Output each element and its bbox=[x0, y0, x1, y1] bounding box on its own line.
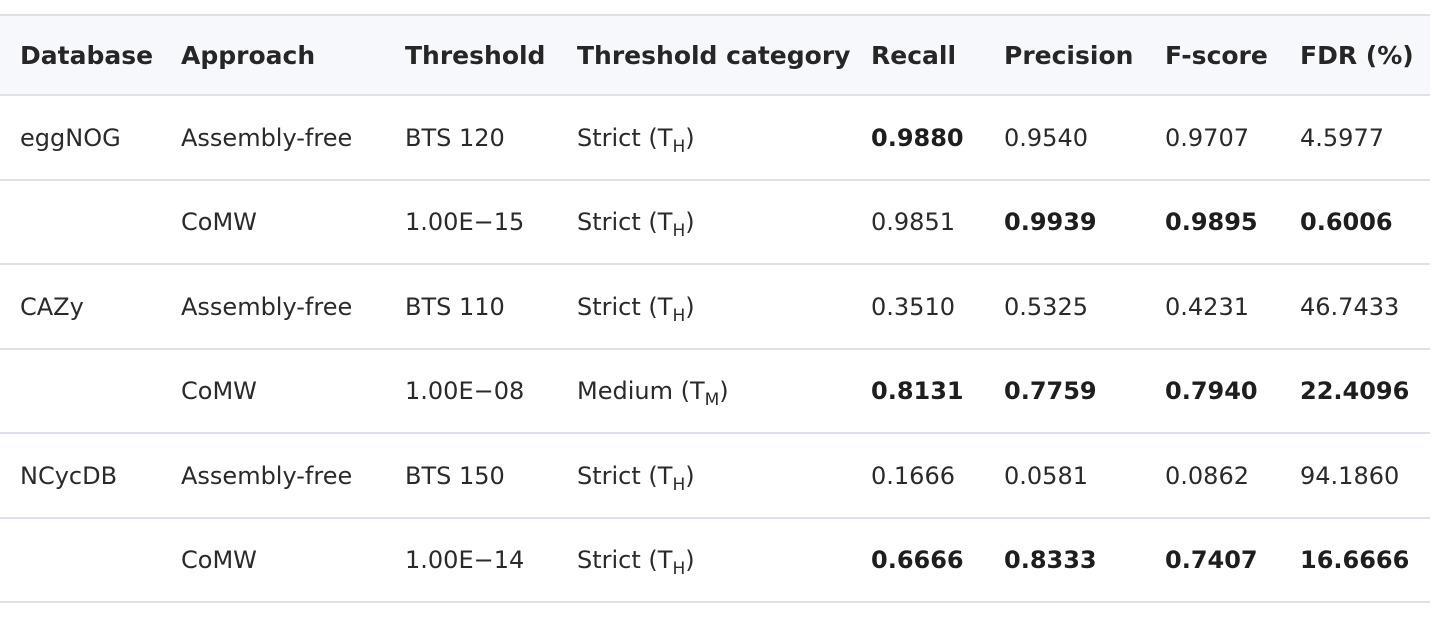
fscore-cell: 0.0862 bbox=[1165, 461, 1249, 490]
fscore-cell: 0.4231 bbox=[1165, 292, 1249, 321]
threshold-category-cell: Medium (TM) bbox=[557, 349, 851, 433]
approach-cell: CoMW bbox=[181, 546, 257, 574]
threshold-cell: 1.00E−08 bbox=[405, 377, 525, 405]
precision-cell: 0.9540 bbox=[1004, 123, 1088, 152]
threshold-category-text: Strict (T bbox=[577, 208, 673, 236]
results-table-container: Database Approach Threshold Threshold ca… bbox=[0, 14, 1430, 603]
threshold-cell: 1.00E−14 bbox=[405, 546, 525, 574]
recall-cell: 0.6666 bbox=[871, 546, 964, 574]
threshold-category-subscript: H bbox=[672, 136, 686, 157]
threshold-category-subscript: H bbox=[672, 221, 686, 241]
column-header-approach: Approach bbox=[181, 40, 316, 70]
precision-cell: 0.0581 bbox=[1004, 461, 1088, 490]
column-header-precision: Precision bbox=[1004, 40, 1134, 70]
threshold-category-text: Strict (T bbox=[577, 461, 673, 490]
threshold-category-close: ) bbox=[685, 461, 695, 490]
approach-cell: Assembly-free bbox=[181, 461, 353, 490]
threshold-category-close: ) bbox=[719, 377, 729, 405]
database-cell: NCycDB bbox=[20, 461, 118, 490]
threshold-category-subscript: H bbox=[672, 559, 686, 579]
precision-cell: 0.8333 bbox=[1004, 546, 1097, 574]
fdr-cell: 22.4096 bbox=[1300, 377, 1410, 405]
table-row: NCycDB Assembly-free BTS 150 Strict (TH) 0.1… bbox=[0, 433, 1430, 518]
threshold-category-text: Strict (T bbox=[577, 546, 673, 574]
threshold-category-cell: Strict (TH) bbox=[557, 518, 851, 602]
recall-cell: 0.9880 bbox=[871, 123, 964, 152]
fscore-cell: 0.9895 bbox=[1165, 208, 1258, 236]
fdr-cell: 94.1860 bbox=[1300, 461, 1400, 490]
column-header-fscore: F-score bbox=[1165, 40, 1268, 70]
column-header-threshold: Threshold bbox=[405, 40, 546, 70]
table-row: CoMW 1.00E−14 Strict (TH) 0.6666 0.8333 0.740… bbox=[0, 518, 1430, 602]
threshold-category-cell: Strict (TH) bbox=[557, 180, 851, 264]
database-cell bbox=[0, 518, 161, 602]
fdr-cell: 16.6666 bbox=[1300, 546, 1410, 574]
threshold-cell: BTS 110 bbox=[405, 292, 505, 321]
fdr-cell: 0.6006 bbox=[1300, 208, 1393, 236]
precision-cell: 0.7759 bbox=[1004, 377, 1097, 405]
fscore-cell: 0.9707 bbox=[1165, 123, 1249, 152]
recall-cell: 0.3510 bbox=[871, 292, 955, 321]
threshold-category-close: ) bbox=[685, 546, 695, 574]
table-row: CAZy Assembly-free BTS 110 Strict (TH) 0.351… bbox=[0, 264, 1430, 349]
table-header-row: Database Approach Threshold Threshold ca… bbox=[0, 15, 1430, 95]
precision-cell: 0.5325 bbox=[1004, 292, 1088, 321]
fscore-cell: 0.7407 bbox=[1165, 546, 1258, 574]
fscore-cell: 0.7940 bbox=[1165, 377, 1258, 405]
threshold-category-text: Strict (T bbox=[577, 123, 673, 152]
table-row: CoMW 1.00E−15 Strict (TH) 0.9851 0.9939 0.989… bbox=[0, 180, 1430, 264]
approach-cell: CoMW bbox=[181, 208, 257, 236]
threshold-category-text: Medium (T bbox=[577, 377, 705, 405]
column-header-database: Database bbox=[20, 40, 154, 70]
threshold-cell: BTS 120 bbox=[405, 123, 505, 152]
recall-cell: 0.9851 bbox=[871, 208, 955, 236]
threshold-category-close: ) bbox=[685, 208, 695, 236]
approach-cell: Assembly-free bbox=[181, 123, 353, 152]
threshold-category-subscript: H bbox=[672, 305, 686, 326]
table-row: eggNOG Assembly-free BTS 120 Strict (TH) 0.9… bbox=[0, 95, 1430, 180]
column-header-recall: Recall bbox=[871, 40, 957, 70]
precision-cell: 0.9939 bbox=[1004, 208, 1097, 236]
database-cell bbox=[0, 180, 161, 264]
threshold-category-close: ) bbox=[685, 292, 695, 321]
threshold-category-text: Strict (T bbox=[577, 292, 673, 321]
threshold-category-close: ) bbox=[685, 123, 695, 152]
fdr-cell: 4.5977 bbox=[1300, 123, 1384, 152]
threshold-category-subscript: M bbox=[704, 390, 720, 410]
threshold-category-subscript: H bbox=[672, 474, 686, 495]
database-cell bbox=[0, 349, 161, 433]
recall-cell: 0.8131 bbox=[871, 377, 964, 405]
approach-cell: Assembly-free bbox=[181, 292, 353, 321]
fdr-cell: 46.7433 bbox=[1300, 292, 1400, 321]
column-header-threshold-category: Threshold category bbox=[577, 40, 851, 70]
threshold-category-cell: Strict (TH) bbox=[557, 95, 851, 180]
approach-cell: CoMW bbox=[181, 377, 257, 405]
database-cell: eggNOG bbox=[20, 123, 121, 152]
database-cell: CAZy bbox=[20, 292, 84, 321]
results-table: Database Approach Threshold Threshold ca… bbox=[0, 14, 1430, 603]
threshold-cell: 1.00E−15 bbox=[405, 208, 525, 236]
recall-cell: 0.1666 bbox=[871, 461, 955, 490]
threshold-cell: BTS 150 bbox=[405, 461, 505, 490]
column-header-fdr: FDR (%) bbox=[1300, 40, 1414, 70]
threshold-category-cell: Strict (TH) bbox=[557, 433, 851, 518]
table-row: CoMW 1.00E−08 Medium (TM) 0.8131 0.7759 0.794… bbox=[0, 349, 1430, 433]
threshold-category-cell: Strict (TH) bbox=[557, 264, 851, 349]
